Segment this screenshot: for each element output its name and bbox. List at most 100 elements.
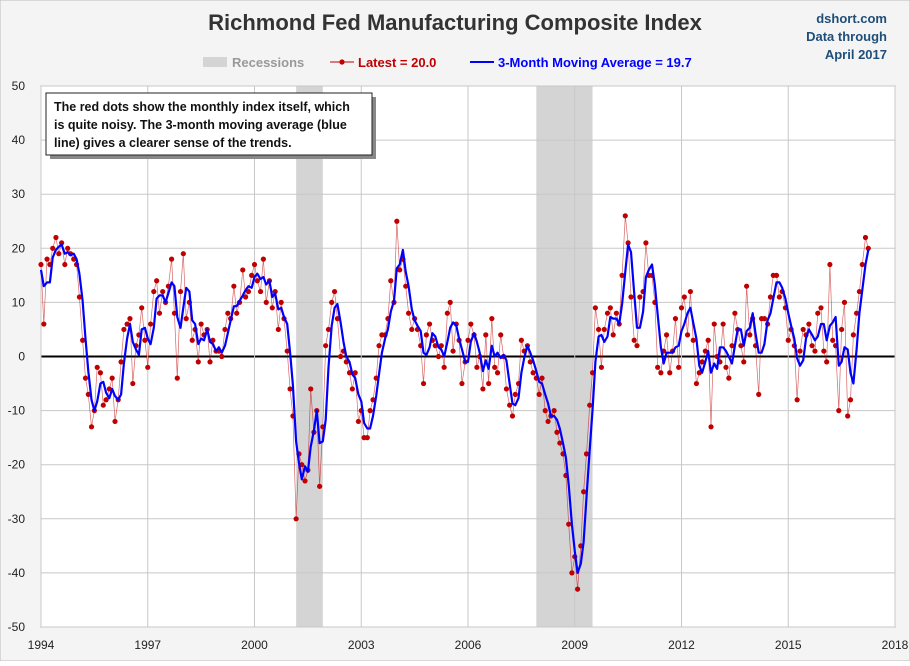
legend-label: Recessions [232,55,304,70]
x-tick-label: 2015 [775,638,802,652]
data-point [53,234,59,241]
data-point [38,261,44,268]
y-tick-label: -50 [8,620,26,634]
data-point [50,245,56,251]
data-point [44,256,50,262]
data-point [130,380,136,387]
data-point [690,337,696,343]
data-point [338,353,344,360]
y-tick-label: 0 [18,350,25,364]
data-point [62,261,68,268]
data-point [441,364,447,370]
data-point [243,294,249,300]
data-point [622,213,628,219]
data-point [438,343,444,349]
y-tick-label: 30 [12,187,26,201]
data-point [210,337,216,343]
data-point [773,272,780,278]
data-point [747,332,753,338]
data-point [278,299,284,305]
data-point [352,370,358,376]
data-point [168,256,175,262]
data-point [856,288,863,295]
data-point [124,321,130,327]
y-tick-label: -20 [8,458,26,472]
data-point [325,326,332,333]
data-point [287,386,293,392]
data-point [720,321,726,327]
data-point [435,353,442,360]
data-point [625,240,631,246]
data-point [595,326,602,333]
data-point [744,283,750,289]
data-point [367,408,373,414]
data-point [592,305,598,311]
data-point [738,343,744,349]
data-point [729,343,735,349]
data-point [145,364,151,370]
data-point [254,278,260,284]
data-point [723,364,729,370]
data-point [160,288,166,295]
data-point [693,380,700,387]
data-point [676,364,682,370]
data-point [634,343,640,349]
data-point [598,364,605,370]
data-point [530,370,536,376]
data-point [776,294,782,300]
data-point [566,521,572,527]
y-tick-label: 20 [12,241,26,255]
data-point [245,288,252,295]
data-point [364,435,370,441]
data-point [672,316,679,322]
data-point [569,570,575,576]
data-point [388,278,394,284]
data-point [308,386,314,392]
data-point [785,337,791,343]
data-point [293,516,299,522]
data-point [492,364,498,370]
data-point [151,288,157,295]
data-point [444,310,450,316]
data-point [41,321,47,327]
data-point [198,321,204,327]
y-tick-label: 50 [12,79,26,93]
data-point [655,364,661,370]
data-point [539,375,545,381]
data-point [643,240,649,246]
data-point [272,288,278,295]
data-point [183,316,189,322]
data-point [195,359,201,365]
data-point [447,299,453,305]
data-point [207,359,213,365]
data-point [551,408,557,414]
data-point [732,310,738,316]
data-point [865,245,871,251]
data-point [841,299,848,305]
data-point [97,370,104,376]
data-point [800,326,806,333]
data-point [512,391,518,397]
data-point [234,310,240,316]
data-point [827,261,833,268]
data-point [507,402,513,408]
y-tick-label: -30 [8,512,26,526]
data-point [127,316,133,322]
annotation-text: line) gives a clearer sense of the trend… [54,136,292,150]
data-point [284,348,290,354]
data-point [613,310,619,316]
data-point [394,218,400,224]
data-point [678,305,685,311]
data-point [839,326,845,333]
data-point [628,294,634,300]
data-point [426,321,433,327]
x-tick-label: 2006 [455,638,482,652]
data-point [587,402,593,408]
data-point [409,326,415,333]
data-point [405,310,412,316]
data-point [699,359,705,365]
data-point [65,245,71,251]
data-point [474,364,480,370]
x-tick-label: 2009 [561,638,588,652]
data-point [794,397,800,403]
